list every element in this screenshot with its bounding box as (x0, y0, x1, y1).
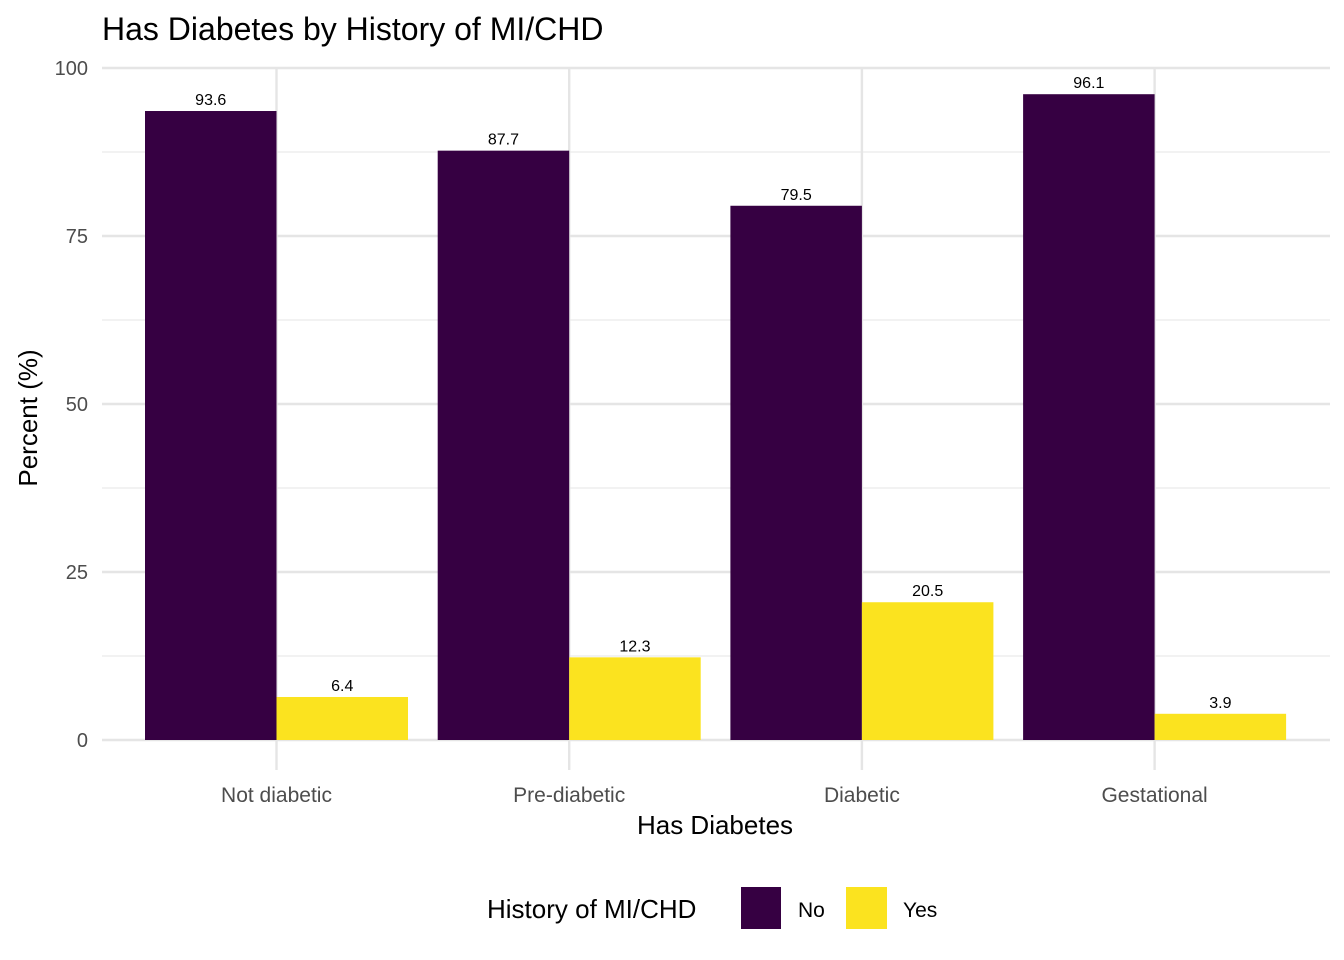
legend-title: History of MI/CHD (487, 894, 696, 924)
y-tick-label: 50 (66, 394, 88, 416)
bar-value-label: 79.5 (781, 187, 812, 204)
legend-key-no (741, 887, 781, 929)
bar-no (145, 111, 277, 741)
x-tick-label: Gestational (1101, 784, 1207, 807)
bar-yes (861, 602, 994, 740)
bar-value-label: 12.3 (619, 638, 650, 655)
bars (145, 94, 1287, 741)
bar-labels: 93.6 87.7 79.5 96.1 6.4 12.3 20.5 3.9 (195, 75, 1231, 712)
bar-value-label: 87.7 (488, 132, 519, 149)
y-tick-label: 100 (55, 58, 88, 80)
bar-value-label: 20.5 (912, 583, 943, 600)
x-tick-label: Not diabetic (221, 784, 332, 807)
chart-title: Has Diabetes by History of MI/CHD (102, 11, 603, 47)
bar-value-label: 3.9 (1209, 695, 1231, 712)
bar-value-label: 93.6 (195, 92, 226, 109)
bar-no (730, 205, 862, 740)
bar-yes (276, 696, 408, 740)
bar-value-label: 96.1 (1073, 75, 1104, 92)
legend-label-yes: Yes (903, 899, 937, 922)
y-axis-ticks: 0 25 50 75 100 (55, 58, 88, 752)
legend-key-yes (846, 887, 887, 929)
legend: History of MI/CHD No Yes (487, 887, 937, 929)
x-tick-label: Pre-diabetic (513, 784, 625, 807)
bar-yes (1154, 713, 1287, 740)
y-tick-label: 0 (77, 730, 88, 752)
y-tick-label: 75 (66, 226, 88, 248)
legend-label-no: No (798, 899, 825, 922)
y-tick-label: 25 (66, 562, 88, 584)
bar-value-label: 6.4 (331, 678, 353, 695)
bar-no (437, 150, 570, 740)
x-axis-label: Has Diabetes (637, 810, 793, 840)
x-tick-label: Diabetic (824, 784, 900, 807)
y-axis-label: Percent (%) (13, 349, 43, 486)
bar-no (1023, 94, 1155, 740)
x-axis-ticks: Not diabetic Pre-diabetic Diabetic Gestatio… (221, 784, 1208, 807)
bar-yes (569, 657, 701, 740)
